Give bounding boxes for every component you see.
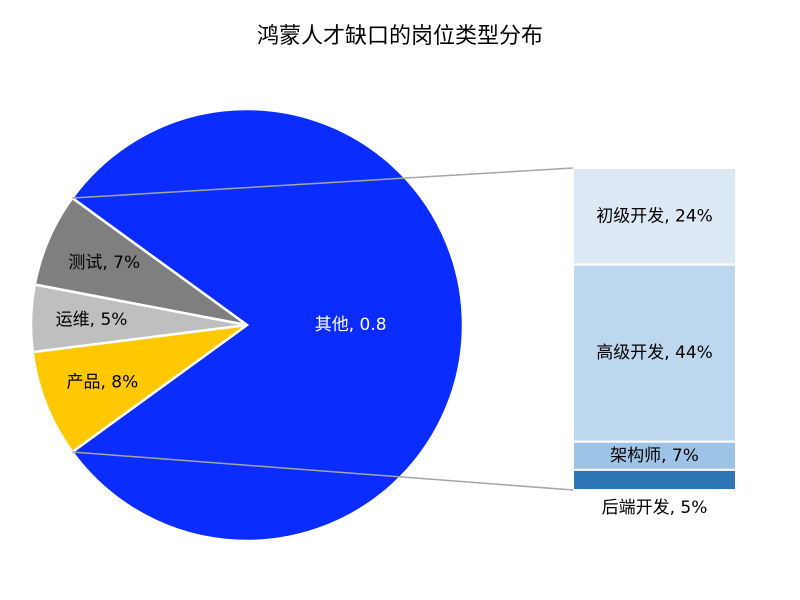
pie-slice-label-2: 产品, 8% [67,372,139,392]
pie-slice-label-4: 测试, 7% [68,253,140,273]
breakdown-segment-2 [572,263,737,443]
pie-slice-label-3: 运维, 5% [56,310,128,330]
pie-slice-label-1: 其他, 0.8 [315,315,387,335]
pie-slice-1 [70,107,465,543]
chart-title: 鸿蒙人才缺口的岗位类型分布 [256,24,543,49]
connector-line-top [72,167,574,199]
breakdown-label-3: 架构师, 7% [610,446,699,466]
breakdown-label-4: 后端开发, 5% [602,498,708,518]
connector-line-bottom [72,451,574,491]
pie-slice-2 [31,323,248,454]
pie-slice-4 [33,196,248,327]
breakdown-label-1: 初级开发, 24% [596,206,713,226]
breakdown-label-2: 高级开发, 44% [596,343,713,363]
breakdown-segment-4 [572,468,737,491]
breakdown-segment-3 [572,440,737,471]
